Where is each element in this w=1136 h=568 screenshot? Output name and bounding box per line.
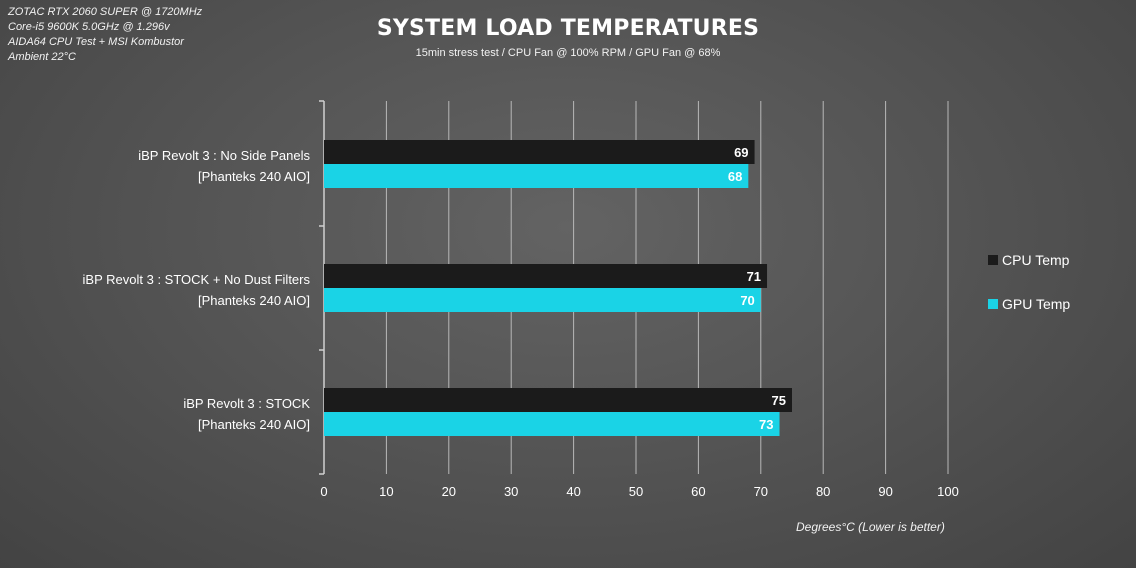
- x-tick-label: 0: [320, 484, 327, 499]
- x-tick-label: 50: [629, 484, 643, 499]
- legend-item-gpu: GPU Temp: [988, 294, 1070, 314]
- gpu-temp-label: 73: [759, 417, 773, 432]
- info-line: Ambient 22°C: [8, 51, 76, 63]
- category-detail: [Phanteks 240 AIO]: [197, 169, 310, 184]
- category-name: iBP Revolt 3 : STOCK: [183, 396, 310, 411]
- cpu-temp-label: 69: [734, 145, 748, 160]
- cpu-temp-bar: [324, 388, 792, 412]
- x-tick-label: 100: [937, 484, 959, 499]
- x-tick-label: 80: [816, 484, 830, 499]
- category-name: iBP Revolt 3 : STOCK + No Dust Filters: [82, 272, 310, 287]
- legend-label: CPU Temp: [1002, 252, 1070, 268]
- x-tick-label: 40: [566, 484, 580, 499]
- category-label: iBP Revolt 3 : STOCK + No Dust Filters […: [83, 269, 310, 311]
- chart-title: SYSTEM LOAD TEMPERATURES: [376, 16, 760, 41]
- info-line: ZOTAC RTX 2060 SUPER @ 1720MHz: [8, 6, 203, 18]
- cpu-temp-bar: [324, 140, 755, 164]
- cpu-temp-label: 75: [772, 393, 786, 408]
- legend-swatch-gpu: [988, 299, 998, 309]
- gpu-temp-bar: [324, 412, 780, 436]
- x-axis-label: Degrees°C (Lower is better): [796, 520, 945, 534]
- gpu-temp-bar: [324, 288, 761, 312]
- test-info: ZOTAC RTX 2060 SUPER @ 1720MHz Core-i5 9…: [8, 5, 202, 65]
- cpu-temp-bar: [324, 264, 768, 288]
- category-detail: [Phanteks 240 AIO]: [197, 417, 310, 432]
- x-tick-label: 10: [379, 484, 393, 499]
- category-name: iBP Revolt 3 : No Side Panels: [138, 148, 310, 163]
- category-label: iBP Revolt 3 : STOCK [Phanteks 240 AIO]: [183, 393, 310, 435]
- legend-item-cpu: CPU Temp: [988, 250, 1070, 270]
- legend-label: GPU Temp: [1002, 296, 1071, 312]
- category-detail: [Phanteks 240 AIO]: [197, 293, 310, 308]
- info-line: AIDA64 CPU Test + MSI Kombustor: [8, 36, 184, 48]
- x-tick-label: 90: [878, 484, 892, 499]
- cpu-temp-label: 71: [747, 269, 761, 284]
- x-tick-label: 30: [504, 484, 518, 499]
- x-tick-label: 60: [691, 484, 705, 499]
- gpu-temp-label: 70: [740, 293, 754, 308]
- legend-swatch-cpu: [988, 255, 998, 265]
- legend: CPU Temp GPU Temp: [988, 250, 1070, 338]
- x-tick-label: 20: [442, 484, 456, 499]
- category-label: iBP Revolt 3 : No Side Panels [Phanteks …: [138, 145, 310, 187]
- gpu-temp-bar: [324, 164, 749, 188]
- info-line: Core-i5 9600K 5.0GHz @ 1.296v: [8, 21, 170, 33]
- chart-subtitle: 15min stress test / CPU Fan @ 100% RPM /…: [415, 47, 721, 59]
- gpu-temp-label: 68: [728, 169, 742, 184]
- x-tick-label: 70: [754, 484, 768, 499]
